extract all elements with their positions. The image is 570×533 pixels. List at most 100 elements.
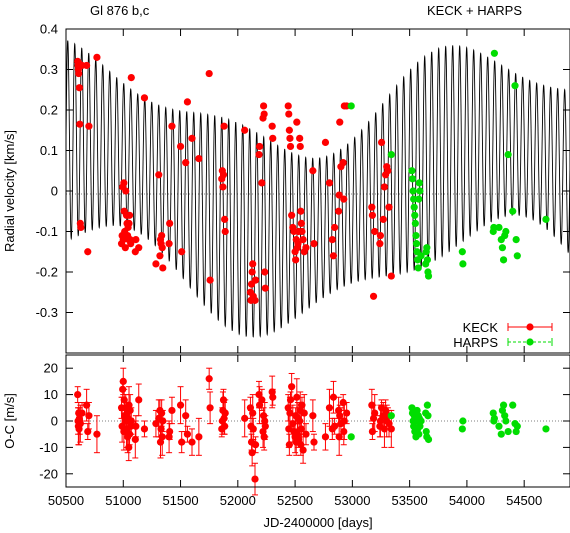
rv-point-keck [166,219,174,227]
rv-point-keck [297,207,305,215]
y-tick-label: 0.3 [40,62,58,77]
residual-point-harps [542,425,550,433]
residual-point-keck [376,417,385,425]
rv-point-keck [377,138,386,146]
rv-point-keck [93,53,101,61]
x-tick-label: 52000 [220,493,256,508]
rv-point-keck [127,240,135,248]
rv-point-keck [158,244,166,252]
rv-point-harps [499,256,508,264]
rv-point-keck [195,155,203,163]
rv-point-keck [329,252,338,260]
rv-point-keck [85,122,93,130]
residual-point-keck [93,430,101,438]
residual-point-keck [158,433,166,441]
x-tick-label: 53500 [392,493,428,508]
y-ticks-top: -0.3 -0.2 -0.1 0 0.1 0.2 0.3 0.4 [36,22,570,320]
rv-point-harps [412,231,420,240]
residual-point-keck [251,475,259,483]
rv-point-keck [75,84,83,92]
residual-point-keck [251,441,260,449]
rv-point-keck [292,256,300,264]
rv-point-harps [513,252,521,260]
y-tick-label: 0 [51,414,58,429]
residual-point-keck [135,396,143,404]
residual-point-harps [509,401,517,409]
rv-point-keck [241,126,249,134]
rv-point-keck [296,142,304,151]
residual-point-keck [131,435,139,444]
residual-point-keck [125,443,133,451]
y-tick-label: 20 [44,361,58,376]
rv-point-keck [248,268,256,276]
residual-point-keck [261,417,269,425]
residual-point-keck [249,409,257,417]
residual-point-harps [424,435,433,444]
y-tick-label: 0.2 [40,103,58,118]
residual-point-keck [159,417,167,425]
rv-point-harps [415,179,423,187]
rv-point-keck [261,268,269,276]
residual-point-keck [331,422,339,430]
model-curve [65,40,570,338]
rv-point-keck [286,134,294,142]
residual-point-keck [140,425,149,433]
rv-point-keck [132,236,140,244]
rv-point-keck [75,69,83,78]
residual-point-keck [255,391,263,399]
residual-point-keck [206,404,214,412]
rv-point-harps [408,167,416,175]
rv-point-keck [251,296,259,304]
residual-point-keck [127,417,135,425]
chart-title-right: KECK + HARPS [427,3,522,18]
rv-point-keck [368,203,376,211]
y-axis-label-top: Radial velocity [km/s] [2,130,17,252]
x-tick-label: 53000 [334,493,370,508]
residual-point-harps [490,414,498,422]
rv-point-keck [288,211,296,219]
rv-point-keck [285,110,293,118]
rv-point-harps [387,150,395,159]
x-tick-label: 54500 [506,493,542,508]
x-tick-label: 50500 [48,493,84,508]
y-tick-label: -10 [39,440,58,455]
rv-point-harps [417,252,425,260]
rv-point-keck [302,244,310,252]
y-tick-label: 10 [44,387,58,402]
residual-data-points [74,367,550,496]
legend-label-harps: HARPS [453,335,498,350]
x-tick-label: 51500 [162,493,198,508]
y-axis-label-bottom: O-C [m/s] [2,393,17,449]
rv-point-harps [423,244,431,252]
rv-point-keck [159,264,167,272]
rv-point-harps [424,272,433,280]
y-tick-label: -0.1 [36,224,58,239]
rv-point-keck [165,240,173,248]
rv-point-keck [221,227,229,236]
rv-point-harps [542,215,550,223]
rv-point-harps [414,264,422,272]
residual-point-keck [195,433,203,441]
rv-point-harps [423,256,431,264]
residual-point-keck [183,430,192,438]
rv-point-keck [299,236,307,244]
rv-point-harps [498,244,507,252]
rv-point-harps [512,236,520,244]
rv-point-harps [509,207,517,215]
residual-point-harps [499,401,508,409]
rv-point-harps [458,248,466,256]
rv-point-keck [369,292,378,300]
rv-point-keck [336,118,344,126]
rv-point-keck [183,98,192,106]
rv-point-keck [77,223,85,232]
legend: KECK HARPS [453,320,553,350]
rv-point-keck [371,227,379,236]
rv-point-keck [188,134,196,142]
rv-point-keck [376,231,385,240]
rv-point-keck [384,167,392,175]
residual-point-keck [205,375,213,383]
rv-point-harps [416,187,424,195]
legend-label-keck: KECK [463,320,499,335]
residual-point-harps [504,427,512,436]
residual-point-keck [249,425,257,433]
